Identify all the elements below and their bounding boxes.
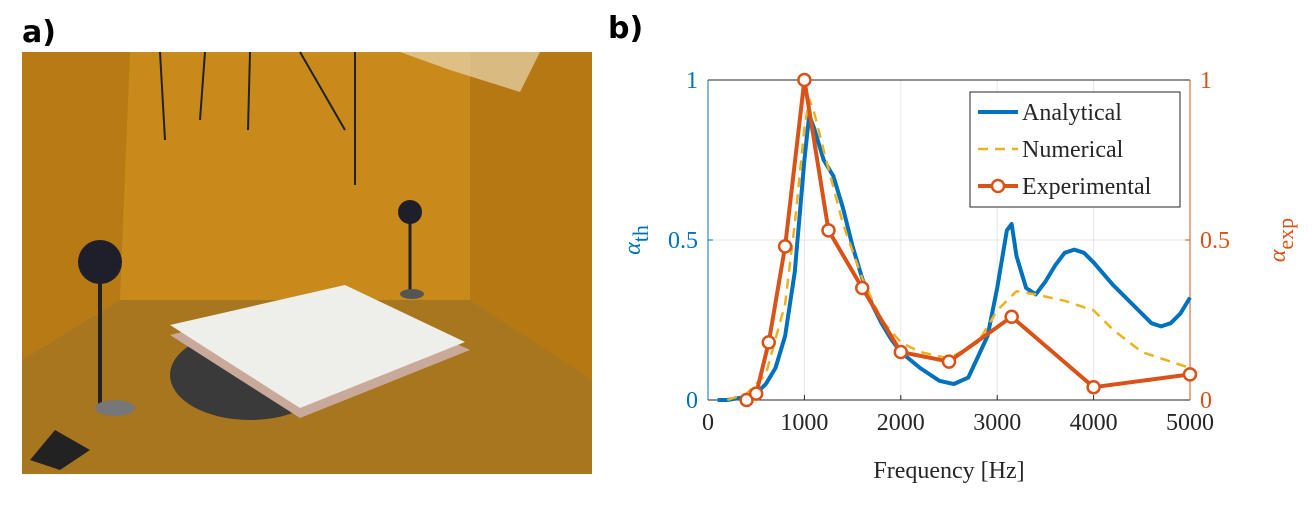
y-axis-label: αth — [620, 225, 653, 255]
x-tick-label: 1000 — [780, 410, 828, 436]
x-tick-label: 4000 — [1070, 410, 1118, 436]
data-point — [1086, 379, 1101, 395]
y-axis-label-symbol: α — [620, 242, 646, 255]
x-tick-label: 3000 — [973, 410, 1021, 436]
legend-label: Analytical — [1022, 100, 1122, 126]
data-point — [821, 223, 836, 238]
data-point — [797, 72, 812, 88]
y2-tick-label: 0.5 — [1200, 228, 1230, 254]
y2-tick-label: 0 — [1200, 388, 1212, 414]
data-point — [1182, 367, 1198, 382]
x-axis-label: Frequency [Hz] — [873, 458, 1024, 484]
data-point — [761, 335, 776, 350]
x-tick-label: 0 — [702, 410, 714, 436]
y-axis-label-symbol: α — [1265, 249, 1291, 262]
data-line — [726, 97, 1191, 402]
legend-marker — [990, 178, 1006, 194]
data-point — [748, 386, 764, 401]
data-line — [717, 113, 1192, 402]
y-axis-label: αexp — [1265, 218, 1298, 262]
x-tick-label: 2000 — [877, 410, 925, 436]
photo — [22, 51, 592, 474]
legend-label: Experimental — [1022, 174, 1152, 200]
data-line — [745, 78, 1191, 402]
chart: 0 1000 2000 3000 4000 500000.5100.51Frequency… — [620, 68, 1298, 484]
data-point — [893, 344, 909, 360]
panel-label: b) — [608, 11, 643, 46]
data-point — [777, 239, 793, 254]
legend-label: Numerical — [1022, 137, 1124, 163]
y2-tick-label: 1 — [1200, 68, 1212, 94]
data-point — [941, 354, 957, 369]
y-tick-label: 1 — [686, 68, 698, 94]
data-point — [854, 280, 870, 296]
data-point — [1004, 309, 1019, 325]
data-point — [739, 392, 754, 408]
y-axis-label-sub: exp — [1273, 218, 1298, 250]
y-tick-label: 0 — [686, 388, 698, 414]
x-tick-label: 5000 — [1166, 410, 1214, 436]
y-tick-label: 0.5 — [668, 228, 698, 254]
panel-label: a) — [22, 15, 56, 50]
y-axis-label-sub: th — [628, 225, 653, 242]
